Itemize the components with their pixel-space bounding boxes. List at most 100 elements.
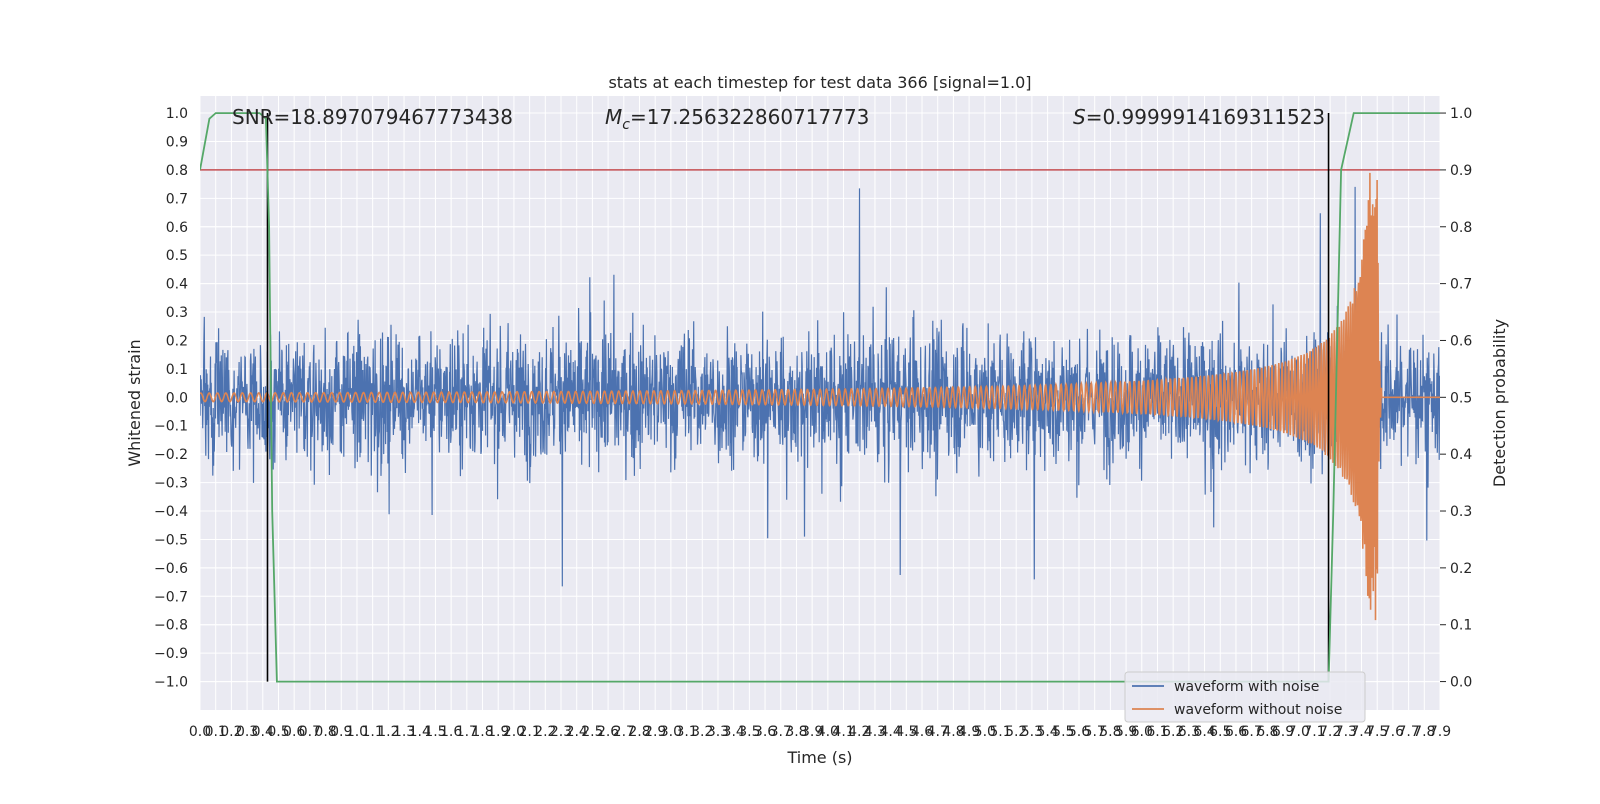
- x-tick-label: 2.2: [534, 724, 556, 740]
- x-tick-label: 4.6: [911, 724, 933, 740]
- x-tick-label: 0.7: [299, 724, 321, 740]
- y-tick-label-left: 0.6: [166, 220, 188, 236]
- x-tick-label: 5.4: [1036, 724, 1058, 740]
- x-tick-label: 5.7: [1084, 724, 1106, 740]
- x-tick-label: 1.9: [487, 724, 509, 740]
- legend: waveform with noise waveform without noi…: [1124, 671, 1366, 723]
- y-tick-label-left: −0.2: [154, 447, 188, 463]
- x-tick-label: 3.6: [754, 724, 776, 740]
- x-tick-label: 3.5: [738, 724, 760, 740]
- y-tick-label-right: 0.7: [1450, 277, 1472, 293]
- x-tick-label: 6.3: [1178, 724, 1200, 740]
- x-tick-label: 3.2: [691, 724, 713, 740]
- legend-label-noise: waveform with noise: [1174, 679, 1319, 695]
- x-tick-label: 2.3: [550, 724, 572, 740]
- x-tick-label: 2.5: [581, 724, 603, 740]
- x-tick-label: 3.7: [770, 724, 792, 740]
- x-tick-label: 5.0: [974, 724, 996, 740]
- snr-annotation: SNR=18.897079467773438: [232, 105, 513, 129]
- x-tick-label: 0.9: [330, 724, 352, 740]
- x-tick-label: 5.9: [1115, 724, 1137, 740]
- chirp-mass-annotation: Mc=17.256322860717773: [605, 105, 869, 133]
- x-tick-label: 7.2: [1319, 724, 1341, 740]
- x-tick-label: 4.2: [848, 724, 870, 740]
- x-tick-label: 2.6: [597, 724, 619, 740]
- y-tick-label-left: 0.5: [166, 248, 188, 264]
- x-tick-label: 0.3: [236, 724, 258, 740]
- y-tick-label-right: 0.8: [1450, 220, 1472, 236]
- x-tick-label: 6.4: [1193, 724, 1215, 740]
- y-axis-label-left: Whitened strain: [125, 339, 144, 466]
- x-tick-label: 7.0: [1288, 724, 1310, 740]
- x-tick-label: 6.2: [1162, 724, 1184, 740]
- y-tick-label-right: 0.4: [1450, 447, 1472, 463]
- x-tick-label: 2.7: [613, 724, 635, 740]
- x-tick-label: 2.8: [628, 724, 650, 740]
- x-tick-label: 5.6: [1068, 724, 1090, 740]
- x-tick-label: 1.2: [377, 724, 399, 740]
- score-value: =0.9999914169311523: [1086, 105, 1325, 129]
- x-tick-label: 2.4: [566, 724, 588, 740]
- x-tick-label: 1.3: [393, 724, 415, 740]
- x-tick-label: 7.4: [1350, 724, 1372, 740]
- y-tick-label-left: 0.9: [166, 134, 188, 150]
- x-tick-label: 3.9: [801, 724, 823, 740]
- x-tick-label: 0.2: [220, 724, 242, 740]
- x-tick-label: 6.9: [1272, 724, 1294, 740]
- x-tick-label: 4.7: [927, 724, 949, 740]
- x-tick-label: 1.8: [471, 724, 493, 740]
- x-tick-label: 6.6: [1225, 724, 1247, 740]
- x-tick-label: 6.0: [1131, 724, 1153, 740]
- y-tick-label-right: 0.6: [1450, 333, 1472, 349]
- x-tick-label: 3.1: [675, 724, 697, 740]
- clean-waveform-line: [200, 172, 1440, 621]
- x-tick-label: 1.6: [440, 724, 462, 740]
- x-tick-label: 2.1: [518, 724, 540, 740]
- y-tick-label-left: 0.7: [166, 191, 188, 207]
- x-tick-label: 0.4: [252, 724, 274, 740]
- y-tick-label-left: −1.0: [154, 675, 188, 691]
- x-tick-label: 5.5: [1052, 724, 1074, 740]
- y-tick-label-left: −0.1: [154, 419, 188, 435]
- x-tick-label: 4.1: [832, 724, 854, 740]
- legend-frame: [1124, 671, 1366, 723]
- y-tick-label-left: 0.2: [166, 333, 188, 349]
- x-tick-label: 2.9: [644, 724, 666, 740]
- x-tick-label: 6.5: [1209, 724, 1231, 740]
- x-tick-label: 7.8: [1413, 724, 1435, 740]
- y-tick-label-left: 0.1: [166, 362, 188, 378]
- x-tick-label: 1.1: [362, 724, 384, 740]
- y-tick-label-right: 0.3: [1450, 504, 1472, 520]
- y-tick-label-left: −0.5: [154, 532, 188, 548]
- x-tick-label: 1.7: [456, 724, 478, 740]
- y-tick-label-left: 0.8: [166, 163, 188, 179]
- detection-probability-line: [200, 112, 1440, 683]
- y-tick-label-left: 0.0: [166, 390, 188, 406]
- chart-title: stats at each timestep for test data 366…: [608, 73, 1031, 92]
- y-tick-label-left: −0.8: [154, 618, 188, 634]
- x-tick-label: 5.3: [1021, 724, 1043, 740]
- y-tick-label-right: 0.9: [1450, 163, 1472, 179]
- x-tick-label: 4.9: [958, 724, 980, 740]
- y-tick-label-left: −0.4: [154, 504, 188, 520]
- x-tick-label: 5.1: [989, 724, 1011, 740]
- x-tick-label: 7.1: [1303, 724, 1325, 740]
- x-tick-label: 6.7: [1241, 724, 1263, 740]
- x-tick-label: 0.8: [314, 724, 336, 740]
- x-tick-label: 4.4: [880, 724, 902, 740]
- y-tick-label-left: −0.9: [154, 646, 188, 662]
- x-tick-label: 3.8: [785, 724, 807, 740]
- y-tick-label-right: 0.0: [1450, 675, 1472, 691]
- chirp-mass-subscript: c: [622, 117, 630, 133]
- y-tick-label-left: −0.7: [154, 589, 188, 605]
- y-tick-label-right: 0.2: [1450, 561, 1472, 577]
- y-tick-label-left: 0.4: [166, 277, 188, 293]
- x-tick-label: 6.8: [1256, 724, 1278, 740]
- x-tick-label: 1.5: [424, 724, 446, 740]
- x-tick-label: 0.6: [283, 724, 305, 740]
- x-tick-label: 4.5: [895, 724, 917, 740]
- x-tick-label: 7.5: [1366, 724, 1388, 740]
- x-tick-label: 7.9: [1429, 724, 1451, 740]
